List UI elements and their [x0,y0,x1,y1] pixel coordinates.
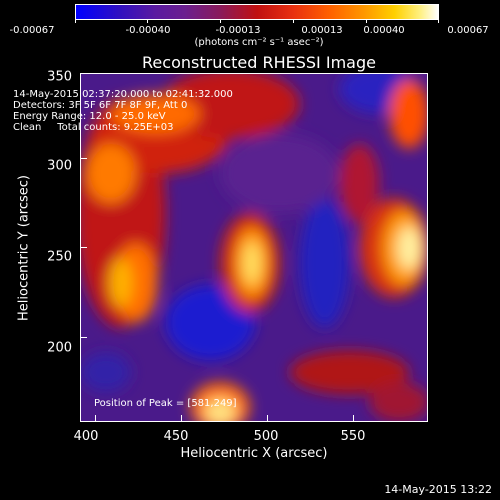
x-tick-label: 400 [73,429,99,444]
rhessi-image [81,74,427,421]
colorbar-tick: 0.00040 [363,25,405,36]
plot-title: Reconstructed RHESSI Image [142,53,376,72]
peak-position-text: Position of Peak = [581,249] [94,398,237,409]
energy-range-text: Energy Range: 12.0 - 25.0 keV [13,111,166,122]
detectors-text: Detectors: 3F 5F 6F 7F 8F 9F, Att 0 [13,100,188,111]
x-axis-label: Heliocentric X (arcsec) [180,446,328,461]
colorbar-units: (photons cm⁻² s⁻¹ asec⁻²) [194,37,324,48]
y-tick-label: 250 [47,249,72,265]
colorbar [75,4,439,20]
image-plot-area [80,73,428,422]
y-tick-label: 300 [47,158,72,174]
colorbar-tick: -0.00067 [9,25,55,36]
colorbar-tick: -0.00040 [125,25,171,36]
colorbar-tick: 0.00013 [301,25,343,36]
timestamp: 14-May-2015 13:22 [384,483,492,496]
y-axis-label: Heliocentric Y (arcsec) [16,175,32,321]
colorbar-tick: 0.00067 [447,25,489,36]
x-tick-label: 500 [253,429,279,444]
time-range-text: 14-May-2015 02:37:20.000 to 02:41:32.000 [13,89,233,100]
algorithm-counts-text: Clean Total counts: 9.25E+03 [13,122,174,133]
y-tick-label: 200 [47,340,72,356]
x-tick-label: 550 [340,429,366,444]
colorbar-tick: -0.00013 [215,25,261,36]
y-tick-label: 350 [47,69,72,85]
x-tick-label: 450 [163,429,189,444]
